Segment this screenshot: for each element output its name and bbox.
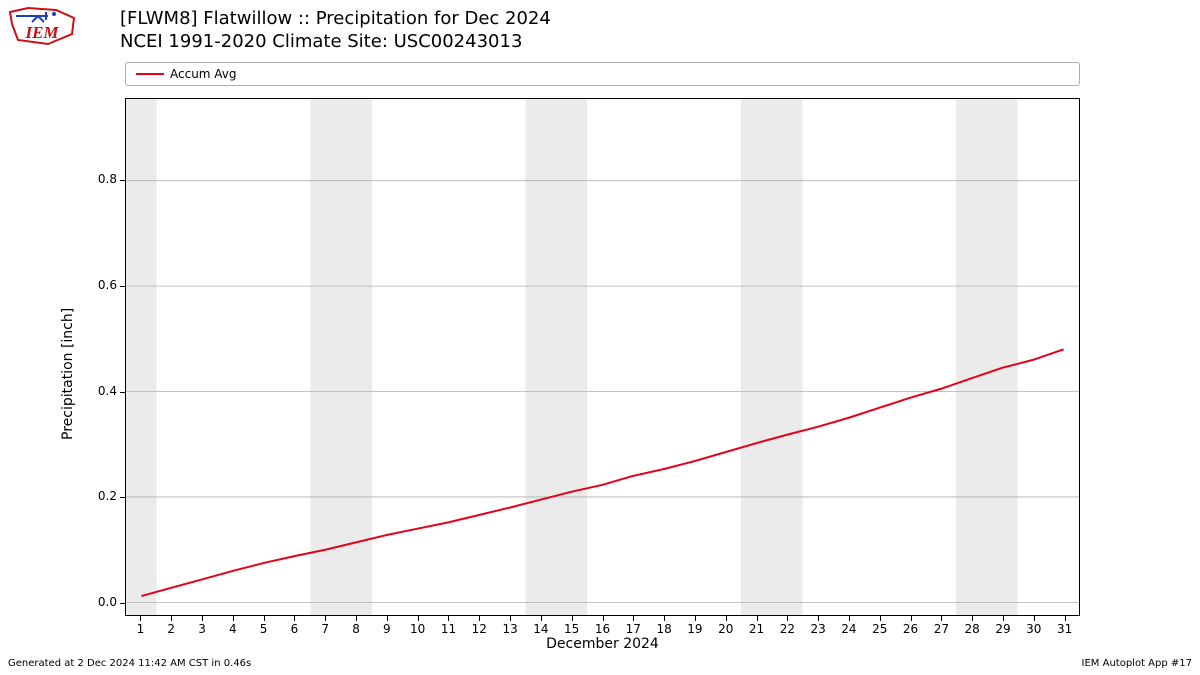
y-tick-label: 0.6 — [77, 278, 117, 292]
legend-label: Accum Avg — [170, 67, 237, 81]
x-tick-mark — [603, 616, 604, 621]
iem-logo: IEM — [8, 6, 78, 46]
x-tick-mark — [1065, 616, 1066, 621]
x-tick-label: 26 — [901, 622, 921, 636]
y-axis-label: Precipitation [inch] — [60, 308, 76, 440]
x-tick-mark — [911, 616, 912, 621]
chart-svg — [126, 99, 1079, 615]
x-tick-mark — [818, 616, 819, 621]
svg-text:IEM: IEM — [24, 23, 59, 42]
x-tick-mark — [202, 616, 203, 621]
x-tick-mark — [294, 616, 295, 621]
x-tick-label: 4 — [223, 622, 243, 636]
x-tick-label: 19 — [685, 622, 705, 636]
x-tick-mark — [664, 616, 665, 621]
x-tick-label: 2 — [161, 622, 181, 636]
x-tick-label: 7 — [315, 622, 335, 636]
x-tick-label: 1 — [130, 622, 150, 636]
x-tick-label: 6 — [284, 622, 304, 636]
x-tick-label: 30 — [1024, 622, 1044, 636]
x-tick-mark — [325, 616, 326, 621]
x-tick-mark — [880, 616, 881, 621]
y-tick-mark — [120, 603, 125, 604]
x-tick-label: 5 — [254, 622, 274, 636]
x-tick-label: 17 — [623, 622, 643, 636]
x-tick-label: 22 — [777, 622, 797, 636]
x-tick-label: 21 — [747, 622, 767, 636]
x-tick-label: 14 — [531, 622, 551, 636]
y-tick-label: 0.4 — [77, 384, 117, 398]
x-tick-mark — [356, 616, 357, 621]
x-tick-label: 16 — [593, 622, 613, 636]
footer-left: Generated at 2 Dec 2024 11:42 AM CST in … — [8, 658, 251, 669]
x-tick-mark — [1003, 616, 1004, 621]
x-tick-label: 23 — [808, 622, 828, 636]
y-tick-label: 0.2 — [77, 489, 117, 503]
x-tick-label: 20 — [716, 622, 736, 636]
title-line-2: NCEI 1991-2020 Climate Site: USC00243013 — [120, 31, 551, 54]
plot-area — [125, 98, 1080, 616]
x-tick-mark — [387, 616, 388, 621]
x-tick-mark — [849, 616, 850, 621]
x-tick-mark — [633, 616, 634, 621]
title-line-1: [FLWM8] Flatwillow :: Precipitation for … — [120, 8, 551, 31]
y-tick-label: 0.8 — [77, 172, 117, 186]
x-tick-label: 11 — [438, 622, 458, 636]
y-tick-mark — [120, 286, 125, 287]
x-tick-mark — [695, 616, 696, 621]
x-tick-mark — [171, 616, 172, 621]
chart-title: [FLWM8] Flatwillow :: Precipitation for … — [120, 8, 551, 53]
x-tick-mark — [572, 616, 573, 621]
x-tick-mark — [1034, 616, 1035, 621]
x-tick-label: 9 — [377, 622, 397, 636]
x-tick-mark — [972, 616, 973, 621]
x-tick-label: 3 — [192, 622, 212, 636]
legend: Accum Avg — [125, 62, 1080, 86]
x-tick-mark — [541, 616, 542, 621]
y-tick-mark — [120, 392, 125, 393]
x-tick-mark — [941, 616, 942, 621]
x-tick-mark — [479, 616, 480, 621]
x-tick-label: 12 — [469, 622, 489, 636]
x-tick-mark — [757, 616, 758, 621]
x-tick-label: 31 — [1055, 622, 1075, 636]
x-tick-mark — [233, 616, 234, 621]
x-tick-mark — [418, 616, 419, 621]
x-tick-label: 8 — [346, 622, 366, 636]
y-tick-mark — [120, 180, 125, 181]
x-tick-label: 10 — [408, 622, 428, 636]
x-tick-label: 28 — [962, 622, 982, 636]
x-tick-label: 15 — [562, 622, 582, 636]
x-tick-mark — [510, 616, 511, 621]
x-tick-label: 27 — [931, 622, 951, 636]
y-tick-mark — [120, 497, 125, 498]
x-tick-label: 24 — [839, 622, 859, 636]
footer-right: IEM Autoplot App #17 — [1082, 658, 1192, 669]
x-tick-label: 13 — [500, 622, 520, 636]
x-tick-mark — [726, 616, 727, 621]
x-axis-label: December 2024 — [125, 636, 1080, 652]
x-tick-label: 29 — [993, 622, 1013, 636]
x-tick-label: 25 — [870, 622, 890, 636]
x-tick-mark — [448, 616, 449, 621]
y-tick-label: 0.0 — [77, 595, 117, 609]
x-tick-mark — [140, 616, 141, 621]
x-tick-mark — [787, 616, 788, 621]
x-tick-label: 18 — [654, 622, 674, 636]
legend-swatch — [136, 73, 164, 75]
x-tick-mark — [264, 616, 265, 621]
